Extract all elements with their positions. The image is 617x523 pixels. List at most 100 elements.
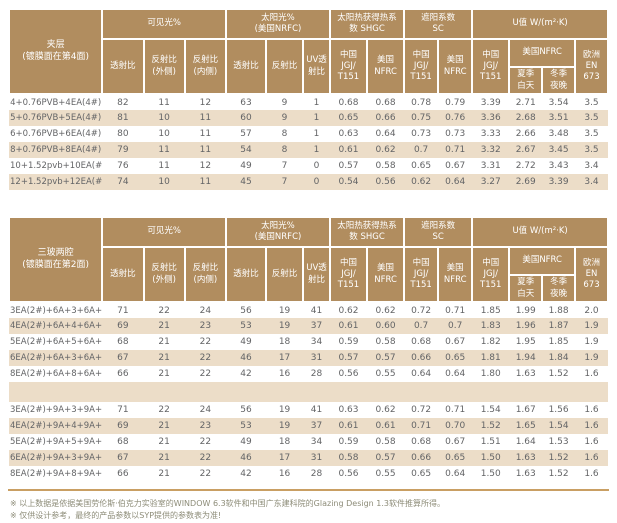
value-cell: 24 [199, 405, 212, 415]
value-cell: 0.75 [404, 110, 439, 126]
value-cell: 3.32 [472, 142, 510, 158]
value-cell: 1.50 [480, 469, 501, 479]
laminated-glass-table-body: 4+0.76PVB+4EA(4#) 82 11 12 63 9 1 0.68 0.68 0.78 0… [9, 94, 608, 190]
value-cell: 49 [240, 437, 252, 447]
col-header-uv-transmittance: UV透 射比 [302, 38, 331, 95]
value-cell: 0.65 [411, 469, 432, 479]
value-cell: 3.43 [548, 161, 569, 171]
value-cell: 1.6 [584, 469, 599, 479]
value-cell: 0.57 [338, 161, 359, 171]
row-label: 4+0.76PVB+4EA(4#) [10, 97, 102, 108]
value-cell: 8 [281, 129, 288, 139]
table-row: 3EA(2#)+9A+3+9A+3 71 22 24 56 19 41 0.63 0.62 0.7… [9, 402, 608, 418]
value-cell: 68 [117, 337, 129, 347]
value-cell: 3.33 [480, 129, 501, 139]
value-cell: 1 [303, 110, 330, 126]
value-cell: 31 [303, 350, 330, 366]
col-header-solar-reflect: 反射比 [265, 246, 305, 303]
value-cell: 0.59 [338, 437, 359, 447]
value-cell: 79 [102, 142, 144, 158]
triple-glazing-section: 三玻两腔 (镀膜面在第2面) 可见光% 太阳光% (美国NRFC) 太阳热获得热… [7, 216, 609, 482]
footer-divider [8, 489, 609, 491]
value-cell: 0.71 [438, 142, 473, 158]
group-spacer-row [9, 382, 608, 402]
value-cell: 0.57 [367, 450, 405, 466]
value-cell: 1.6 [584, 437, 599, 447]
table-row: 4+0.76PVB+4EA(4#) 82 11 12 63 9 1 0.68 0.68 0.78 0… [9, 94, 608, 110]
value-cell: 0.68 [338, 97, 359, 108]
value-cell: 1.82 [480, 337, 501, 347]
value-cell: 28 [310, 469, 323, 479]
value-cell: 45 [225, 174, 267, 190]
row-label: 4EA(2#)+6A+4+6A+4 [9, 318, 103, 334]
value-cell: 3.5 [575, 110, 608, 126]
row-label: 8+0.76PVB+8EA(4#) [9, 142, 103, 158]
col-header-u-china: 中国 JGJ/ T151 [471, 246, 511, 303]
value-cell: 56 [240, 405, 252, 415]
value-cell: 21 [158, 469, 170, 479]
col-group-solar: 太阳光% (美国NRFC) [224, 216, 331, 248]
value-cell: 0.64 [445, 469, 466, 479]
value-cell: 42 [240, 469, 252, 479]
value-cell: 2.0 [584, 305, 599, 316]
col-header-vl-transmittance: 透射比 [101, 38, 145, 95]
value-cell: 1.67 [515, 405, 536, 415]
col-header-uv-transmittance: UV透 射比 [302, 246, 331, 303]
value-cell: 53 [225, 318, 267, 334]
col-group-shgc: 太阳热获得热系 数 SHGC [328, 216, 406, 248]
row-label: 8EA(2#)+6A+8+6A+8 [10, 369, 103, 379]
value-cell: 17 [266, 450, 304, 466]
value-cell: 11 [199, 129, 212, 139]
spacer-cell [9, 382, 608, 402]
value-cell: 0.55 [375, 369, 396, 379]
value-cell: 0.71 [445, 405, 466, 415]
value-cell: 0.73 [411, 129, 432, 139]
row-label: 5+0.76PVB+5EA(4#) [9, 110, 103, 126]
col-header-shgc-us: 美国 NFRC [366, 246, 406, 303]
value-cell: 1.54 [542, 418, 576, 434]
table-row: 5EA(2#)+6A+5+6A+5 68 21 22 49 18 34 0.59 0.58 0.6… [9, 334, 608, 350]
value-cell: 19 [266, 418, 304, 434]
value-cell: 74 [102, 174, 144, 190]
col-header-shgc-china: 中国 JGJ/ T151 [328, 246, 369, 303]
value-cell: 1.94 [509, 350, 543, 366]
value-cell: 0.64 [411, 369, 432, 379]
col-group-u-us-nfrc: 美国NFRC [508, 246, 577, 276]
value-cell: 0.65 [329, 110, 368, 126]
value-cell: 0.62 [338, 305, 359, 316]
value-cell: 0.56 [338, 369, 359, 379]
table-title: 三玻两腔 (镀膜面在第2面) [7, 216, 104, 303]
value-cell: 12 [199, 97, 212, 108]
value-cell: 3.5 [584, 97, 599, 108]
value-cell: 46 [225, 450, 267, 466]
value-cell: 17 [266, 350, 304, 366]
value-cell: 0.7 [438, 318, 473, 334]
value-cell: 81 [102, 110, 144, 126]
value-cell: 21 [143, 450, 185, 466]
value-cell: 1.95 [515, 337, 536, 347]
value-cell: 0.72 [411, 405, 432, 415]
value-cell: 23 [184, 318, 226, 334]
col-header-winter-night: 冬季 夜晚 [541, 66, 577, 95]
col-header-u-china: 中国 JGJ/ T151 [471, 38, 511, 95]
value-cell: 0.58 [375, 437, 396, 447]
value-cell: 0.76 [438, 110, 473, 126]
col-group-u-us-nfrc: 美国NFRC [508, 38, 577, 68]
col-header-shgc-us: 美国 NFRC [366, 38, 406, 95]
value-cell: 0.56 [338, 469, 359, 479]
value-cell: 1.53 [548, 437, 569, 447]
value-cell: 22 [199, 469, 212, 479]
value-cell: 1.85 [548, 337, 569, 347]
value-cell: 1.99 [515, 305, 536, 316]
value-cell: 31 [303, 450, 330, 466]
value-cell: 2.72 [515, 161, 536, 171]
table-row: 4EA(2#)+9A+4+9A+4 69 21 23 53 19 37 0.61 0.61 0.7… [9, 418, 608, 434]
value-cell: 21 [143, 318, 185, 334]
value-cell: 1.52 [542, 450, 576, 466]
value-cell: 1.9 [584, 337, 599, 347]
value-cell: 1 [313, 97, 320, 108]
value-cell: 11 [143, 142, 185, 158]
value-cell: 0.73 [445, 129, 466, 139]
value-cell: 1 [313, 129, 320, 139]
value-cell: 2.69 [509, 174, 543, 190]
